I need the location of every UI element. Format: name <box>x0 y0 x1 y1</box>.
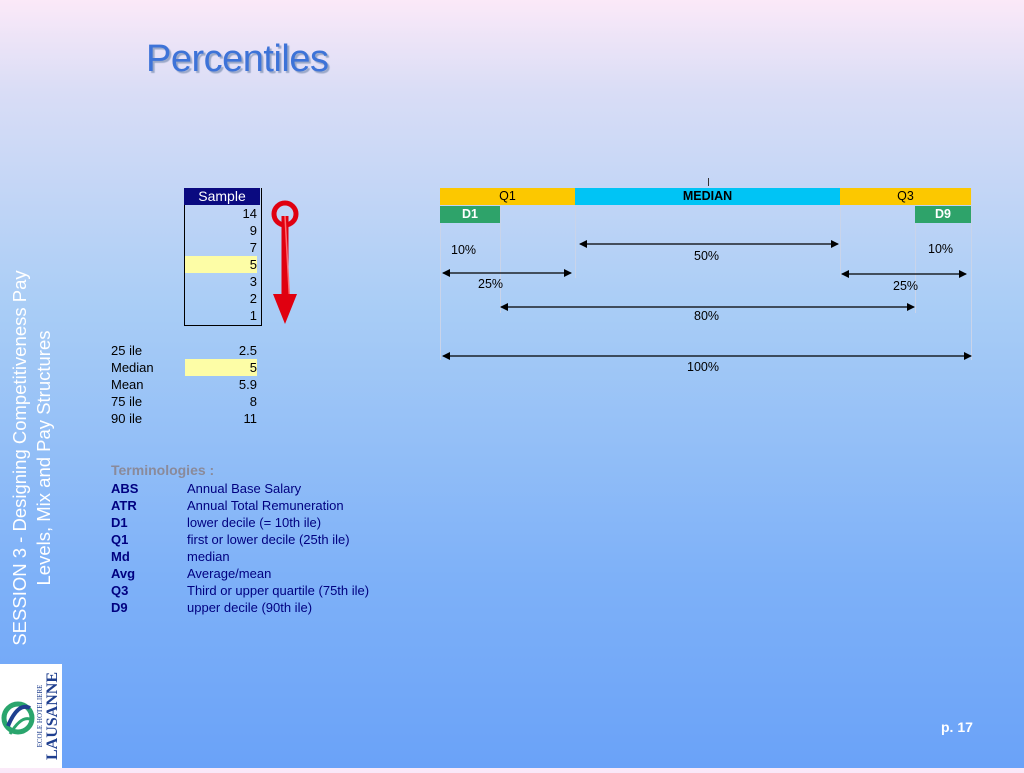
median-bar: MEDIAN <box>575 188 840 205</box>
label-100: 100% <box>687 360 719 374</box>
term-def: Annual Total Remuneration <box>187 498 344 513</box>
term-abbr: D9 <box>111 600 128 615</box>
stat-value: 2.5 <box>238 343 257 358</box>
stat-value-median: 5 <box>185 359 257 376</box>
school-logo: ECOLE HOTELIERE LAUSANNE <box>0 664 62 768</box>
guide-line <box>915 205 916 313</box>
sample-header: Sample <box>184 188 260 205</box>
stat-value: 11 <box>243 411 258 426</box>
stat-value: 5.9 <box>238 377 257 392</box>
logo-emblem-icon <box>1 701 35 735</box>
d9-bar: D9 <box>915 206 971 223</box>
term-abbr: Q1 <box>111 532 129 547</box>
d1-bar: D1 <box>440 206 500 223</box>
guide-line <box>840 188 841 278</box>
term-abbr: ATR <box>111 498 137 513</box>
stat-label: Mean <box>111 377 144 392</box>
sample-value: 1 <box>249 308 257 323</box>
page-title: Percentiles <box>146 38 329 80</box>
q1-bar: Q1 <box>440 188 575 205</box>
label-10-left: 10% <box>451 243 477 257</box>
sample-value: 7 <box>249 240 257 255</box>
stat-value: 8 <box>249 394 257 409</box>
sample-value: 2 <box>249 291 257 306</box>
stat-label: 90 ile <box>111 411 143 426</box>
sample-table <box>184 188 262 326</box>
term-def: Annual Base Salary <box>187 481 302 496</box>
term-abbr: D1 <box>111 515 128 530</box>
sample-value-median: 5 <box>185 256 257 273</box>
term-def: Third or upper quartile (75th ile) <box>187 583 370 598</box>
terminologies-title: Terminologies : <box>111 462 215 478</box>
label-50: 50% <box>694 249 720 263</box>
sample-value: 9 <box>249 223 257 238</box>
term-abbr: ABS <box>111 481 139 496</box>
sort-down-arrow-icon <box>271 200 299 324</box>
term-abbr: Q3 <box>111 583 129 598</box>
sample-value: 3 <box>249 274 257 289</box>
logo-text-small: ECOLE HOTELIERE <box>36 684 44 748</box>
session-title: SESSION 3 - Designing Competitiveness Pa… <box>9 270 54 646</box>
term-def: median <box>187 549 230 564</box>
term-def: upper decile (90th ile) <box>187 600 313 615</box>
page-number: p. 17 <box>941 719 973 735</box>
sample-value: 14 <box>242 206 257 221</box>
stat-label: Median <box>111 360 154 375</box>
q3-bar: Q3 <box>840 188 971 205</box>
term-abbr: Avg <box>111 566 136 581</box>
term-abbr: Md <box>111 549 130 564</box>
term-def: first or lower decile (25th ile) <box>187 532 350 547</box>
term-def: lower decile (= 10th ile) <box>187 515 322 530</box>
guide-line <box>971 188 972 360</box>
stat-label: 25 ile <box>111 343 143 358</box>
guide-line <box>500 205 501 313</box>
stat-label: 75 ile <box>111 394 143 409</box>
term-def: Average/mean <box>187 566 272 581</box>
logo-text-large: LAUSANNE <box>44 672 61 761</box>
label-10-right: 10% <box>928 242 954 256</box>
guide-line <box>440 188 441 360</box>
guide-line <box>575 188 576 278</box>
label-80: 80% <box>694 309 720 323</box>
label-25-right: 25% <box>893 279 919 293</box>
percentile-arrows <box>442 240 972 360</box>
median-tick <box>708 178 709 186</box>
label-25-left: 25% <box>478 277 504 291</box>
